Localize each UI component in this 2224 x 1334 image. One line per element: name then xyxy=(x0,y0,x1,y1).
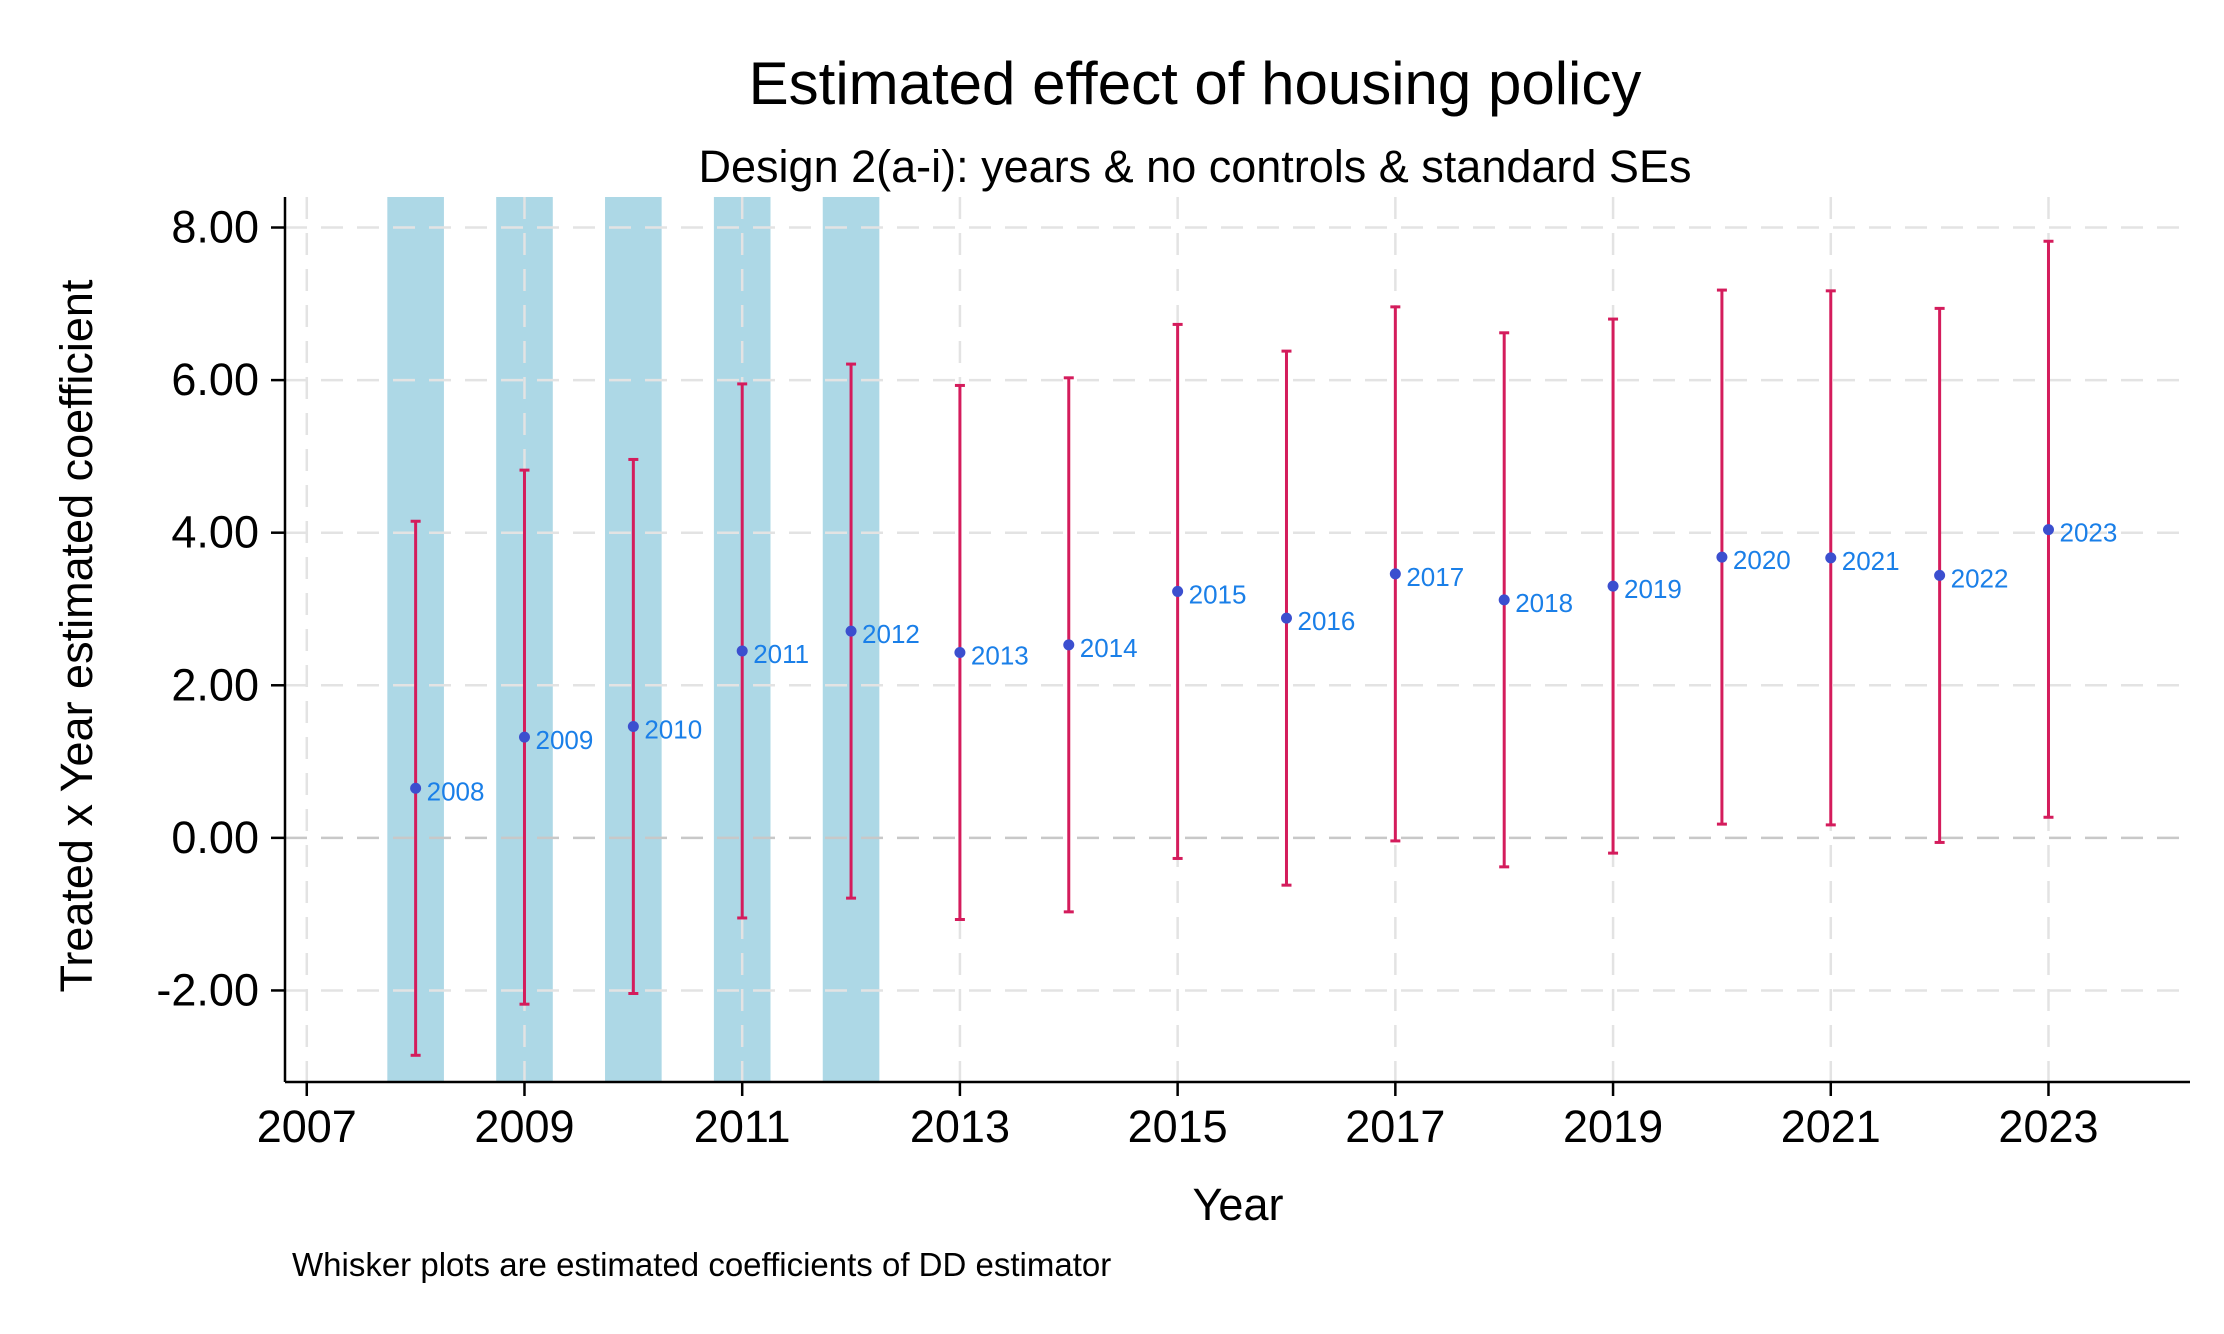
point-label-2015: 2015 xyxy=(1189,579,1247,609)
point-2009 xyxy=(518,731,530,743)
point-label-2014: 2014 xyxy=(1080,633,1138,663)
point-2015 xyxy=(1172,585,1184,597)
x-tick-label: 2009 xyxy=(474,1101,574,1152)
point-label-2020: 2020 xyxy=(1733,545,1791,575)
point-2011 xyxy=(736,645,748,657)
y-tick-label: 8.00 xyxy=(171,202,259,253)
x-tick-label: 2017 xyxy=(1345,1101,1445,1152)
x-tick-label: 2013 xyxy=(910,1101,1010,1152)
point-2017 xyxy=(1389,568,1401,580)
y-axis-ticks: -2.00 0.00 2.00 4.00 6.00 8.00 xyxy=(156,202,285,1015)
x-tick-label: 2021 xyxy=(1781,1101,1881,1152)
point-2019 xyxy=(1607,580,1619,592)
point-2021 xyxy=(1825,552,1837,564)
point-label-2021: 2021 xyxy=(1842,546,1900,576)
point-2012 xyxy=(845,625,857,637)
y-tick-label: 0.00 xyxy=(171,812,259,863)
point-2010 xyxy=(627,720,639,732)
y-tick-label: 6.00 xyxy=(171,354,259,405)
point-2023 xyxy=(2042,524,2054,536)
y-tick-label: 4.00 xyxy=(171,507,259,558)
x-tick-label: 2015 xyxy=(1128,1101,1228,1152)
x-axis-ticks: 2007 2009 2011 2013 2015 2017 2019 2021 2023 xyxy=(257,1082,2099,1152)
y-tick-label: 2.00 xyxy=(171,659,259,710)
point-2018 xyxy=(1498,594,1510,606)
chart-title: Estimated effect of housing policy xyxy=(749,50,1642,117)
x-tick-label: 2019 xyxy=(1563,1101,1663,1152)
x-tick-label: 2011 xyxy=(694,1101,791,1152)
x-axis-label: Year xyxy=(1193,1179,1284,1230)
point-2014 xyxy=(1063,639,1075,651)
point-label-2016: 2016 xyxy=(1297,606,1355,636)
point-label-2017: 2017 xyxy=(1406,562,1464,592)
point-label-2013: 2013 xyxy=(971,640,1029,670)
point-2016 xyxy=(1280,612,1292,624)
point-label-2019: 2019 xyxy=(1624,574,1682,604)
point-2020 xyxy=(1716,551,1728,563)
point-label-2018: 2018 xyxy=(1515,588,1573,618)
y-tick-label: -2.00 xyxy=(156,964,259,1015)
chart-note: Whisker plots are estimated coefficients… xyxy=(292,1246,1111,1283)
point-label-2010: 2010 xyxy=(644,714,702,744)
point-label-2023: 2023 xyxy=(2059,518,2117,548)
x-tick-label: 2023 xyxy=(1998,1101,2098,1152)
point-label-2008: 2008 xyxy=(427,776,485,806)
point-label-2022: 2022 xyxy=(1951,563,2009,593)
point-label-2011: 2011 xyxy=(753,639,809,669)
point-2008 xyxy=(410,782,422,794)
point-2022 xyxy=(1934,569,1946,581)
chart-subtitle: Design 2(a-i): years & no controls & sta… xyxy=(699,141,1692,192)
x-tick-label: 2007 xyxy=(257,1101,357,1152)
point-2013 xyxy=(954,646,966,658)
axes xyxy=(283,197,2190,1084)
points: 2008 2009 2010 2011 2012 2013 2014 2015 2016 2017… xyxy=(410,518,2117,806)
point-label-2009: 2009 xyxy=(535,725,593,755)
y-axis-label: Treated x Year estimated coefficient xyxy=(51,279,102,992)
point-label-2012: 2012 xyxy=(862,619,920,649)
